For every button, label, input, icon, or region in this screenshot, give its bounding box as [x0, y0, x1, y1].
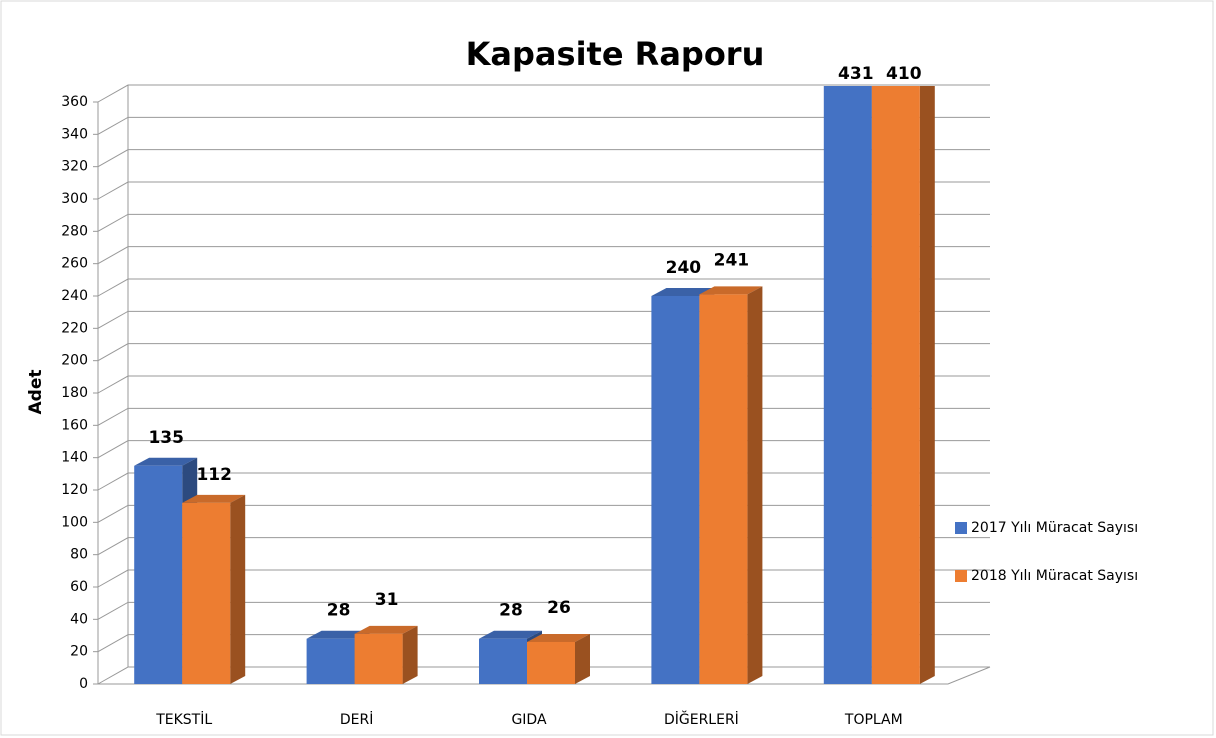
data-label: 26 — [547, 598, 571, 618]
y-axis-label: Adet — [26, 370, 46, 415]
grid-line — [97, 116, 990, 135]
legend-label: 2018 Yılı Müracat Sayısı — [971, 568, 1138, 584]
bar-side — [402, 625, 418, 684]
legend-swatch — [955, 522, 967, 534]
y-tick-label: 320 — [61, 159, 88, 175]
grid-line — [97, 246, 990, 265]
grid-line — [97, 181, 990, 200]
y-tick-label: 100 — [61, 514, 88, 530]
bar-side — [747, 286, 763, 684]
bar-top — [479, 630, 542, 639]
bar-side — [919, 86, 935, 684]
x-tick-label: TOPLAM — [844, 712, 903, 728]
y-tick-label: 140 — [61, 450, 88, 466]
x-tick-label: DİĞERLERİ — [664, 710, 739, 728]
bar — [823, 86, 872, 684]
x-tick-label: DERİ — [340, 710, 373, 728]
y-tick-label: 180 — [61, 385, 88, 401]
bar-side — [575, 633, 590, 684]
x-tick-label: TEKSTİL — [155, 710, 212, 728]
y-tick-label: 260 — [61, 256, 88, 272]
data-label: 240 — [666, 258, 702, 278]
y-tick-label: 280 — [61, 223, 88, 239]
data-label: 410 — [886, 64, 922, 84]
grid-line — [97, 278, 990, 297]
y-tick-label: 80 — [70, 547, 88, 563]
y-tick-label: 340 — [61, 126, 88, 142]
bar — [699, 294, 748, 684]
chart-title: Kapasite Raporu — [466, 35, 765, 73]
bar-top — [354, 625, 418, 634]
bar-side — [230, 494, 246, 684]
bar — [527, 641, 575, 684]
x-tick-label: GIDA — [511, 712, 547, 728]
legend-label: 2017 Yılı Müracat Sayısı — [971, 520, 1138, 536]
data-label: 112 — [196, 465, 232, 485]
y-tick-label: 0 — [79, 676, 88, 692]
y-tick-label: 300 — [61, 191, 88, 207]
y-tick-label: 120 — [61, 482, 88, 498]
grid-line — [97, 213, 990, 232]
data-label: 31 — [375, 590, 399, 610]
bar — [871, 86, 920, 684]
bar — [134, 465, 183, 684]
bar — [651, 296, 700, 684]
bar-top — [699, 286, 763, 295]
bar — [354, 633, 403, 684]
data-label: 28 — [327, 601, 351, 621]
data-label: 28 — [499, 601, 523, 621]
bars — [134, 86, 935, 684]
y-tick-label: 20 — [70, 644, 88, 660]
bar-top — [182, 494, 246, 503]
y-tick-label: 200 — [61, 353, 88, 369]
y-tick-label: 240 — [61, 288, 88, 304]
bar — [306, 638, 355, 684]
legend-swatch — [955, 570, 967, 582]
grid-line — [97, 84, 990, 103]
bar-top — [306, 630, 370, 639]
bar — [479, 638, 527, 684]
y-tick-label: 60 — [70, 579, 88, 595]
bar — [182, 502, 231, 684]
data-label: 431 — [838, 64, 874, 84]
bar-top — [134, 457, 198, 466]
data-label: 241 — [714, 250, 750, 270]
y-tick-label: 360 — [61, 94, 88, 110]
grid-line — [97, 149, 990, 168]
y-tick-label: 220 — [61, 320, 88, 336]
data-label: 135 — [148, 428, 184, 448]
bar-top — [527, 633, 590, 642]
y-tick-label: 40 — [70, 611, 88, 627]
y-tick-label: 160 — [61, 417, 88, 433]
bar-top — [651, 288, 715, 296]
